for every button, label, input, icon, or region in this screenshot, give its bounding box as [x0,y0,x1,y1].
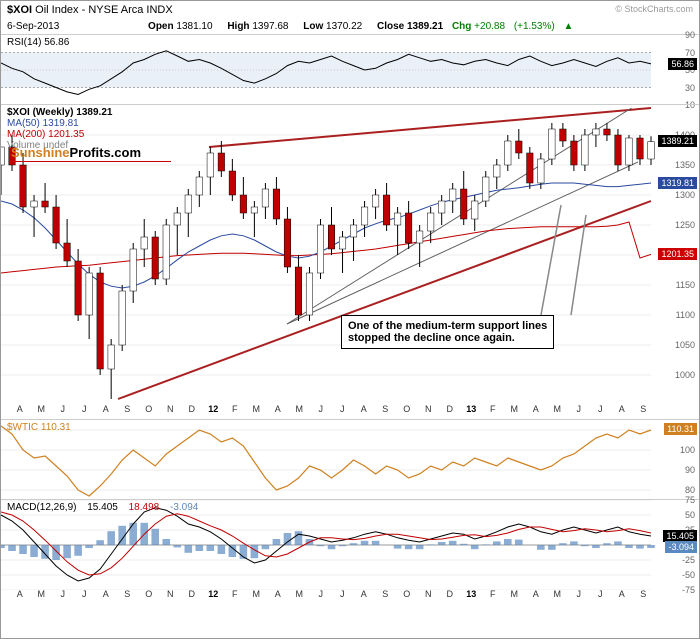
attribution: © StockCharts.com [615,4,693,16]
x-axis-bottom: AMJJASOND12FMAMJJASOND13FMAMJJAS [1,589,699,604]
x-axis: AMJJASOND12FMAMJJASOND13FMAMJJAS [1,404,699,419]
stock-chart: $XOI Oil Index - NYSE Arca INDX © StockC… [0,0,700,639]
rsi-panel: RSI(14) 56.86 103050709056.86 [1,34,699,104]
chart-header: $XOI Oil Index - NYSE Arca INDX © StockC… [1,1,699,19]
date: 6-Sep-2013 [7,21,59,32]
price-panel: $XOI (Weekly) 1389.21 MA(50) 1319.81 MA(… [1,104,699,404]
symbol-name: Oil Index - NYSE Arca INDX [35,4,173,16]
symbol: $XOI [7,4,32,16]
wtic-panel: $WTIC 110.31 8090100110110.31 [1,419,699,499]
watermark: SunshineProfits.com [11,145,171,162]
annotation-box: One of the medium-term support lines sto… [341,315,554,349]
macd-panel: MACD(12,26,9) 15.405 18.498 -3.094 -75-5… [1,499,699,589]
ohlc-row: 6-Sep-2013 Open 1381.10 High 1397.68 Low… [1,19,699,34]
up-arrow-icon: ▲ [563,21,573,32]
